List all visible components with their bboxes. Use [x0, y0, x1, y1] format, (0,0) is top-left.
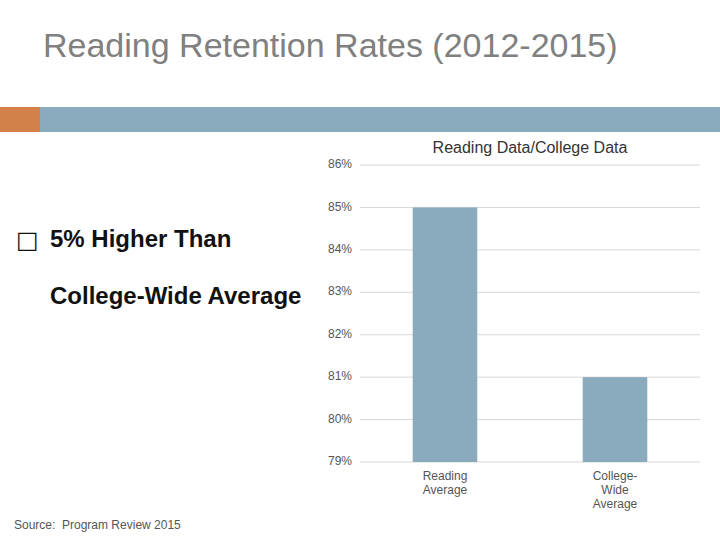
grid: [360, 165, 700, 462]
background: [0, 0, 720, 540]
callout-text: 5% Higher Than: [50, 225, 231, 252]
grid-line: [360, 334, 700, 335]
grid-line: [360, 377, 700, 378]
y-tick-label: 80%: [328, 412, 352, 426]
y-tick-label: 86%: [328, 157, 352, 171]
bars: [413, 207, 648, 462]
source: Source: Program Review 2015: [14, 518, 181, 532]
callout-text: College-Wide Average: [50, 282, 301, 309]
grid-line: [360, 165, 700, 166]
callout: □ 5% Higher Than College-Wide Average: [16, 225, 301, 309]
bar: [583, 377, 648, 462]
y-tick-label: 83%: [328, 284, 352, 298]
grid-line: [360, 419, 700, 420]
y-axis: 79% 80% 81% 82% 83% 84% 85% 86%: [328, 157, 352, 468]
bar: [413, 207, 478, 462]
chart-title: Reading Data/College Data: [433, 139, 628, 156]
page: Reading Retention Rates (2012-2015) Readi…: [0, 0, 720, 540]
grid-line: [360, 249, 700, 250]
y-tick-label: 84%: [328, 242, 352, 256]
y-tick-label: 82%: [328, 327, 352, 341]
banner-accent: [0, 107, 40, 132]
bullet: □: [16, 226, 39, 254]
grid-line: [360, 292, 700, 293]
y-tick-label: 81%: [328, 369, 352, 383]
x-tick-label: College-WideAverage: [593, 469, 638, 511]
y-tick-label: 79%: [328, 454, 352, 468]
x-tick-label: ReadingAverage: [423, 469, 468, 497]
slide: Reading Retention Rates (2012-2015) Readi…: [0, 0, 720, 540]
grid-line: [360, 207, 700, 208]
slide-title: Reading Retention Rates (2012-2015): [43, 26, 618, 64]
y-tick-label: 85%: [328, 200, 352, 214]
x-axis: ReadingAverage College-WideAverage: [423, 469, 638, 511]
grid-line: [360, 462, 700, 463]
banner: [40, 107, 720, 132]
